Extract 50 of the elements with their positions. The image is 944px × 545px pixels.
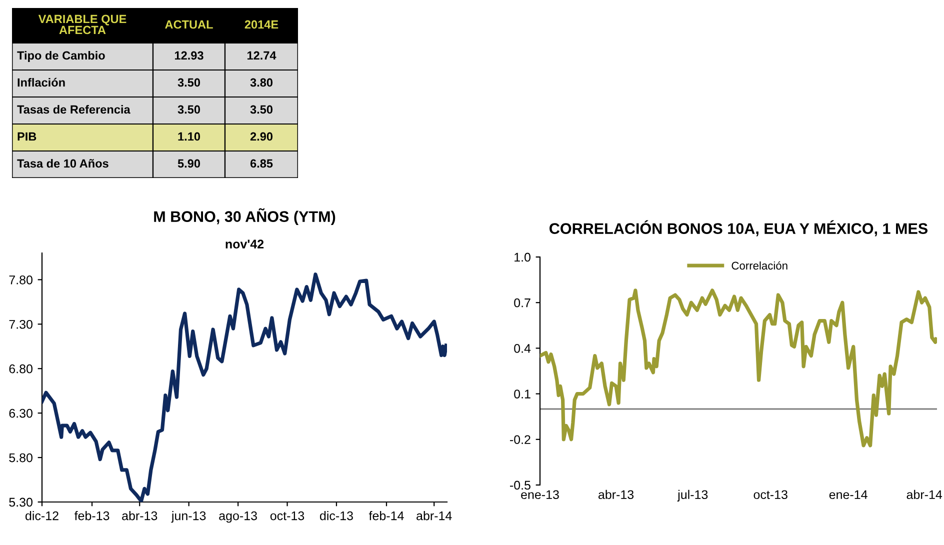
line-series bbox=[540, 288, 937, 448]
x-tick-label: jun-13 bbox=[171, 511, 206, 523]
y-tick-label: PIB bbox=[18, 132, 36, 141]
legend-label: Correlación bbox=[732, 261, 788, 270]
chart-subtitle: nov'42 bbox=[226, 240, 264, 249]
y-tick-label: 1.0 bbox=[514, 252, 530, 262]
x-tick-label: ACTUAL bbox=[165, 20, 213, 29]
x-tick-label: dic-12 bbox=[26, 511, 58, 520]
y-axis-title: VARIABLE QUE AFECTA bbox=[38, 14, 126, 34]
x-tick-label: ago-13 bbox=[219, 511, 257, 523]
data-label: 3.50 bbox=[178, 78, 200, 87]
chart-title: CORRELACIÓN BONOS 10A, EUA Y MÉXICO, 1 MES bbox=[550, 220, 928, 236]
data-label: 3.80 bbox=[250, 78, 273, 87]
data-label: 3.50 bbox=[250, 105, 273, 114]
x-tick-label: dic-13 bbox=[320, 511, 353, 520]
x-tick-label: feb-14 bbox=[368, 511, 404, 520]
x-tick-label: oct-13 bbox=[270, 511, 304, 520]
x-tick-label: 2014E bbox=[244, 20, 278, 29]
data-label: 12.74 bbox=[247, 51, 276, 60]
x-tick-label: oct-13 bbox=[754, 490, 788, 500]
data-label: 6.85 bbox=[250, 159, 273, 168]
data-label: 5.90 bbox=[178, 159, 200, 168]
y-tick-label: 6.30 bbox=[9, 408, 32, 418]
y-tick-label: 7.30 bbox=[9, 320, 32, 329]
data-label: 1.10 bbox=[178, 132, 200, 141]
y-tick-label: Inflación bbox=[18, 78, 65, 87]
x-tick-label: jul-13 bbox=[677, 490, 708, 502]
y-tick-label: 0.4 bbox=[514, 344, 531, 353]
y-tick-label: 6.80 bbox=[9, 364, 32, 374]
x-tick-label: abr-14 bbox=[906, 490, 942, 500]
y-tick-label: -0.2 bbox=[510, 435, 530, 444]
x-tick-label: ene-14 bbox=[829, 490, 868, 500]
y-tick-label: 7.80 bbox=[9, 275, 32, 284]
y-tick-label: Tasa de 10 Años bbox=[17, 159, 108, 168]
x-tick-label: feb-13 bbox=[74, 511, 110, 520]
x-tick-label: ene-13 bbox=[521, 490, 559, 500]
y-tick-label: Tipo de Cambio bbox=[17, 51, 105, 62]
data-label: 2.90 bbox=[250, 132, 273, 141]
data-label: 12.93 bbox=[174, 51, 204, 60]
y-tick-label: Tasas de Referencia bbox=[17, 105, 130, 114]
data-label: 3.50 bbox=[178, 105, 200, 114]
x-tick-label: abr-14 bbox=[416, 511, 452, 520]
chart-title: M BONO, 30 AÑOS (YTM) bbox=[154, 208, 336, 225]
y-tick-label: 0.7 bbox=[514, 298, 530, 308]
x-tick-label: abr-13 bbox=[598, 490, 634, 500]
y-tick-label: 0.1 bbox=[514, 390, 530, 398]
y-tick-label: -0.5 bbox=[510, 480, 530, 490]
y-tick-label: 5.30 bbox=[9, 498, 32, 507]
x-tick-label: abr-13 bbox=[122, 511, 158, 520]
y-tick-label: 5.80 bbox=[9, 453, 32, 462]
